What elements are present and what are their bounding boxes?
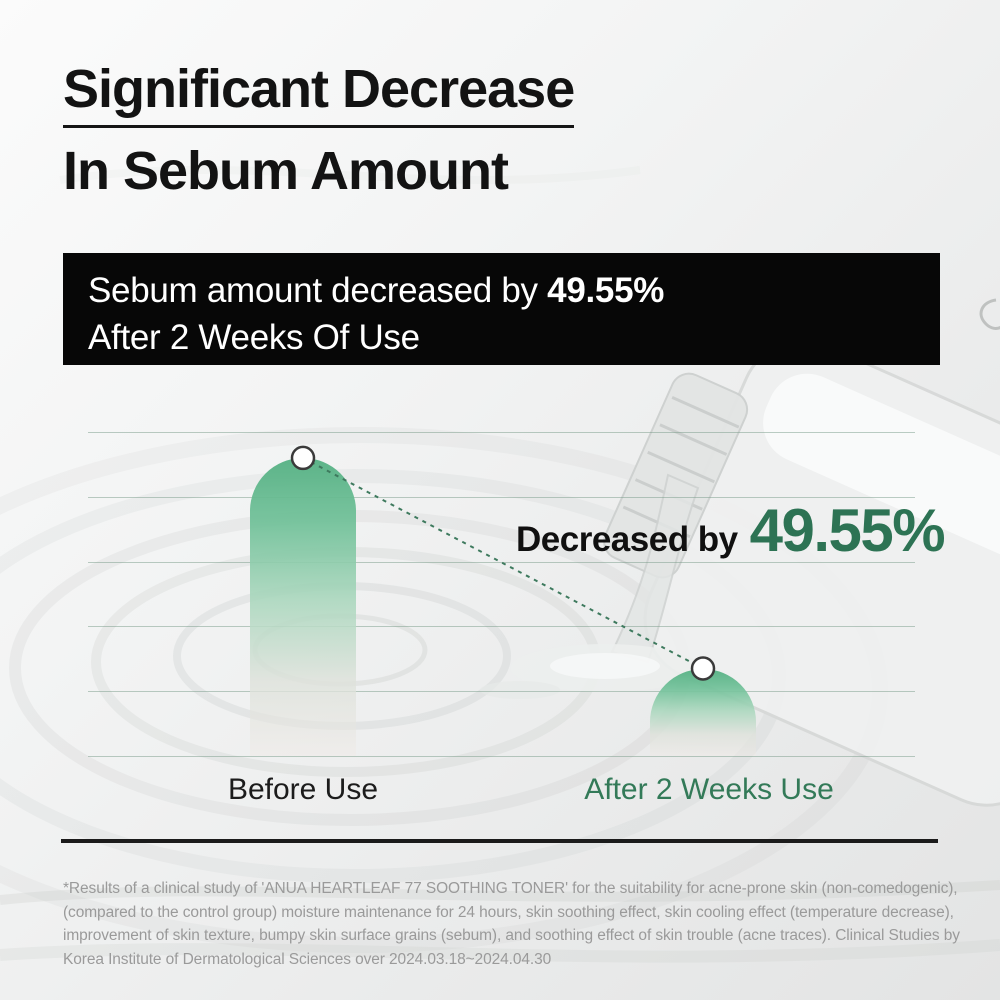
chart-baseline xyxy=(61,839,938,843)
category-label-before-use: Before Use xyxy=(227,773,379,806)
bar-before-use xyxy=(250,457,356,756)
page-title-line2: In Sebum Amount xyxy=(63,141,509,201)
stat-banner: Sebum amount decreased by 49.55% After 2… xyxy=(63,253,940,365)
bar-after-2-weeks xyxy=(650,668,756,756)
gridline xyxy=(88,432,915,433)
page-title: Significant Decrease In Sebum Amount xyxy=(63,58,575,202)
decrease-annotation-value: 49.55% xyxy=(749,497,946,564)
page-title-line1: Significant Decrease xyxy=(63,58,575,128)
footnote-line: (compared to the control group) moisture… xyxy=(63,903,954,921)
banner-line2: After 2 Weeks Of Use xyxy=(88,318,420,357)
banner-line1-prefix: Sebum amount decreased by xyxy=(88,271,548,310)
footnote-line: *Results of a clinical study of 'ANUA HE… xyxy=(63,880,958,897)
category-label-after-2-weeks: After 2 Weeks Use xyxy=(584,773,834,806)
water-surface-streaks xyxy=(0,166,1000,963)
footnote-line: Korea Institute of Dermatological Scienc… xyxy=(63,950,552,968)
bottle-emboss-detail xyxy=(979,298,1000,330)
gridline xyxy=(88,691,915,693)
clinical-study-footnote: *Results of a clinical study of 'ANUA HE… xyxy=(63,877,960,971)
banner-line1-highlight: 49.55% xyxy=(547,271,665,310)
title-underlined-text: Significant Decrease xyxy=(63,58,575,128)
gridline xyxy=(88,626,915,628)
footnote-line: improvement of skin texture, bumpy skin … xyxy=(63,927,960,944)
banner-line1: Sebum amount decreased by 49.55% xyxy=(88,267,940,314)
decrease-annotation: Decreased by 49.55% xyxy=(516,496,946,565)
decrease-annotation-label: Decreased by xyxy=(516,520,738,559)
gridline xyxy=(88,756,915,757)
